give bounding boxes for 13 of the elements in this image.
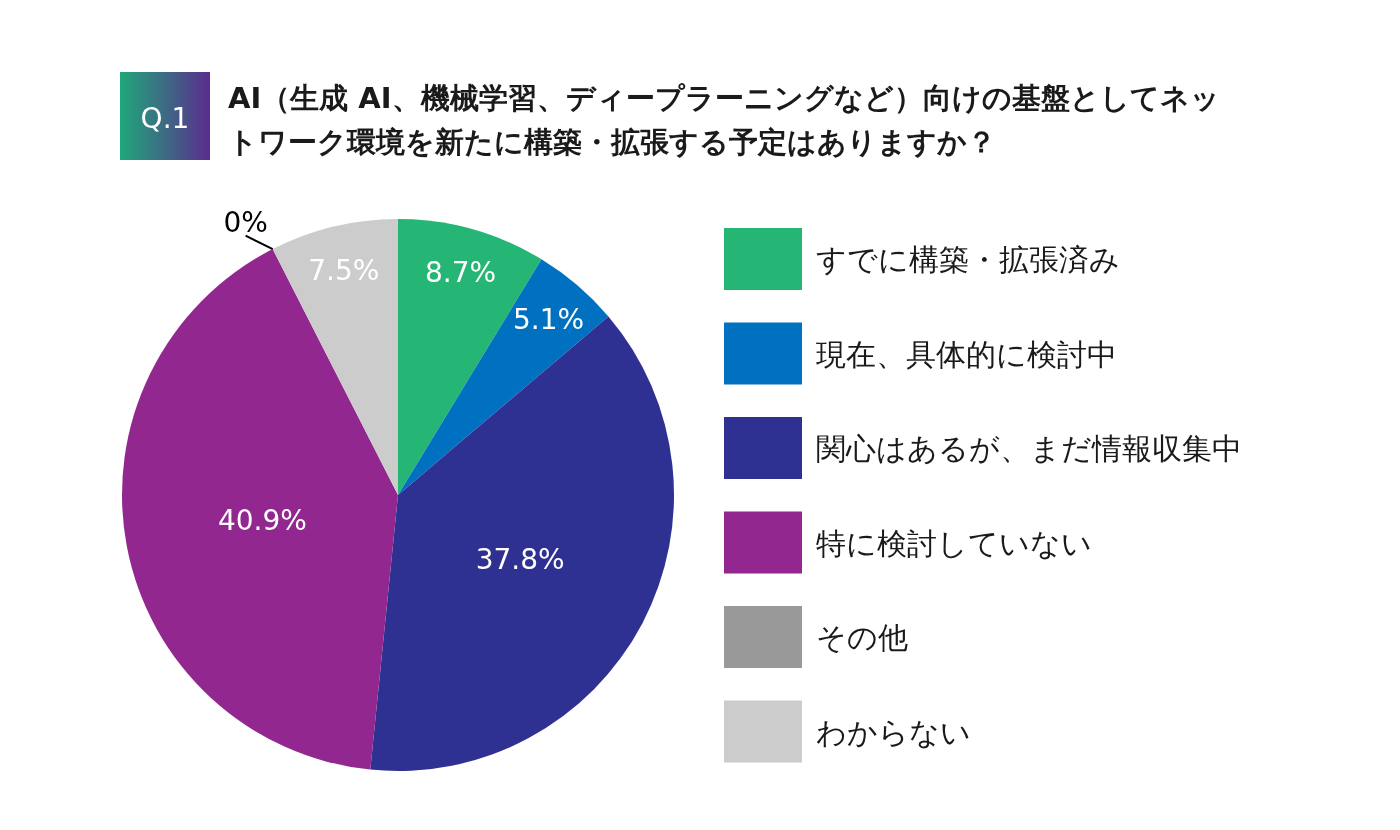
legend-label: すでに構築・拡張済み	[816, 242, 1120, 277]
data-label: 5.1%	[513, 302, 585, 336]
legend-label: 現在、具体的に検討中	[816, 336, 1117, 372]
data-label: 8.7%	[425, 255, 497, 289]
annotation: Q.1	[120, 72, 210, 160]
legend-label: その他	[816, 620, 908, 655]
title: AI（生成 AI、機械学習、ディープラーニングなど）向けの基盤としてネットワーク環境を新たに構築・拡張する予定はありますか？	[228, 81, 1220, 159]
data-label: 40.9%	[217, 504, 307, 538]
legend-label: 関心はあるが、まだ情報収集中	[816, 431, 1242, 466]
legend-label: 特に検討していない	[816, 525, 1092, 561]
data-label: 37.8%	[475, 543, 565, 577]
legend-label: わからない	[816, 714, 971, 750]
text: 0%	[223, 205, 268, 239]
